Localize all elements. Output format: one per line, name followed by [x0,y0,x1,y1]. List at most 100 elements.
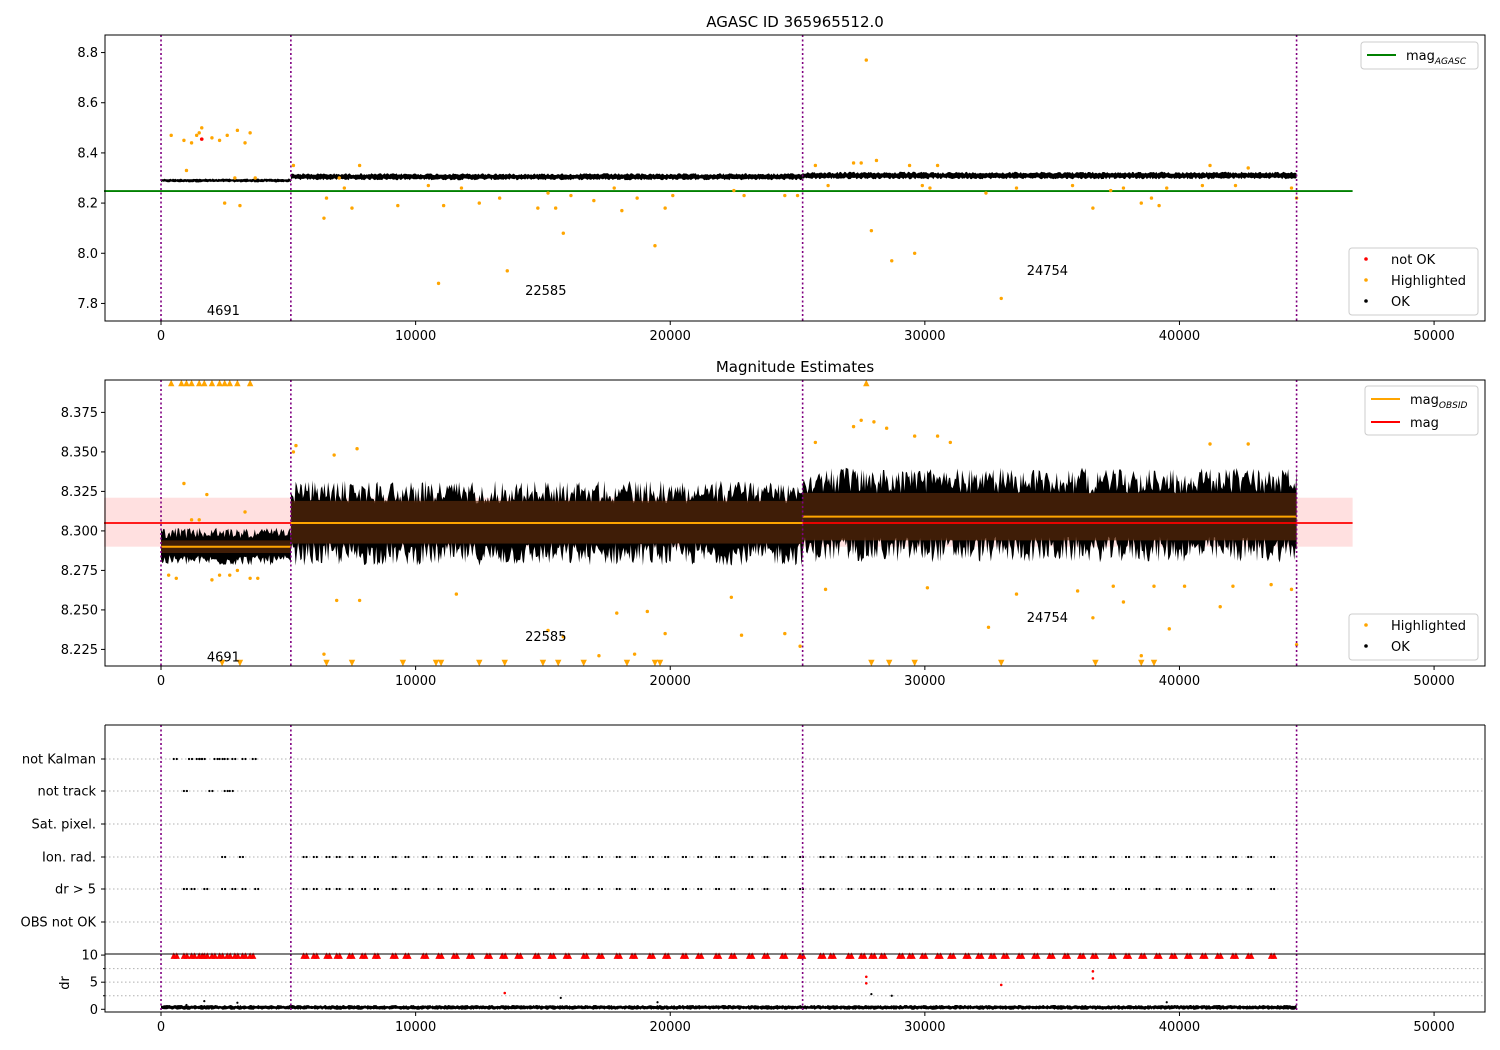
legend-mag-agasc-sub: AGASC [1434,57,1467,67]
highlighted-point [235,128,240,133]
flag-point [373,855,376,859]
flag-point [1189,855,1192,859]
estimates-panel-title: Magnitude Estimates [716,358,874,376]
flag-point [231,757,234,761]
flag-point [467,887,471,891]
flag-point [684,887,688,891]
legend-ok-label-2: OK [1391,640,1410,655]
highlighted-point [197,518,201,522]
highlighted-point [615,611,619,615]
dr-clipped-marker [303,952,310,959]
flag-point [898,855,901,859]
highlighted-point [813,163,818,168]
flag-point [863,855,866,859]
flag-point [391,855,394,859]
flag-point [234,887,237,891]
highlighted-point [851,424,856,429]
highlighted-point [166,573,171,577]
flag-point [234,757,237,761]
clipped-low-marker [236,659,244,667]
flag-point [822,887,825,891]
dr-clipped-marker [1064,952,1072,959]
flag-point [1091,887,1094,891]
flag-point [564,887,567,891]
x-tick-label: 10000 [395,1020,436,1035]
flag-point [537,855,540,859]
clipped-high-marker [221,379,228,387]
dr-high-point [999,983,1003,987]
flag-point [1005,855,1008,859]
legend-highlighted-label-2: Highlighted [1391,619,1466,634]
highlighted-point [928,186,932,190]
obsid-annotation: 22585 [525,630,566,645]
flag-point [832,887,835,891]
highlighted-point [182,138,186,143]
dr-clipped-marker [664,952,672,959]
flag-point [488,887,492,891]
y-tick-label: 8.275 [61,564,98,579]
highlighted-point [912,251,917,255]
highlighted-point [632,652,637,656]
flag-point [1270,855,1273,859]
highlighted-point [1075,589,1080,593]
flag-point [1231,855,1235,859]
flag-point [977,855,980,859]
flag-point [244,757,247,761]
flag-point [1063,887,1066,891]
flag-point [437,855,440,859]
magnitude-estimates-panel: Magnitude Estimates 4691 22585 24754 0 10000… [61,358,1486,689]
highlighted-point [294,443,298,448]
legend-mag-label: mag [1410,416,1439,431]
flag-point [949,855,952,859]
flag-point [908,855,911,859]
highlighted-point [663,206,667,210]
flag-point [597,855,601,859]
flag-point [667,887,670,891]
flag-point [630,855,634,859]
dr-clipped-marker [183,952,191,959]
x-tick-label: 20000 [650,1020,691,1035]
flag-point [328,887,331,891]
flag-point [1127,855,1131,859]
y-tick-label: 8.350 [61,445,98,460]
highlighted-point [742,193,746,198]
flag-point [422,887,425,891]
flag-point [504,855,507,859]
y-tick-label: 0 [90,1003,98,1018]
flag-point [241,887,244,891]
flag-point [361,887,364,891]
flag-point [952,855,955,859]
highlighted-point [337,176,341,180]
dr-clipped-marker [211,952,219,959]
flags-panel: not Kalman not track Sat. pixel. Ion. rad. d… [21,724,1486,954]
flag-point [549,887,552,891]
flag-point [407,855,410,859]
flag-point [730,887,733,891]
x-tick-label: 40000 [1159,1020,1200,1035]
flag-point [198,757,201,761]
flag-point [1063,855,1066,859]
clipped-high-marker [226,379,233,387]
flag-point [1112,855,1115,859]
highlighted-point [182,481,186,486]
flag-point [394,887,397,891]
flag-point [1020,855,1024,859]
legend-mag-agasc-label: mag [1406,49,1435,64]
svg-text:magAGASC: magAGASC [1406,49,1467,67]
flag-point [847,887,850,891]
flag-point [315,855,318,859]
flag-point [1033,887,1036,891]
highlighted-point [597,654,601,658]
flag-point [348,855,351,859]
flags-plot-area: not Kalman not track Sat. pixel. Ion. rad. d… [21,724,1486,954]
flag-point [312,887,315,891]
flag-point [1124,887,1128,891]
dr-point [656,1001,659,1004]
flag-point [967,887,970,891]
x-tick-label: 20000 [650,674,691,689]
highlighted-point [986,625,991,629]
highlighted-point [1014,592,1019,596]
flag-point [600,855,604,859]
highlighted-point [874,158,879,163]
highlighted-point [1139,654,1143,658]
